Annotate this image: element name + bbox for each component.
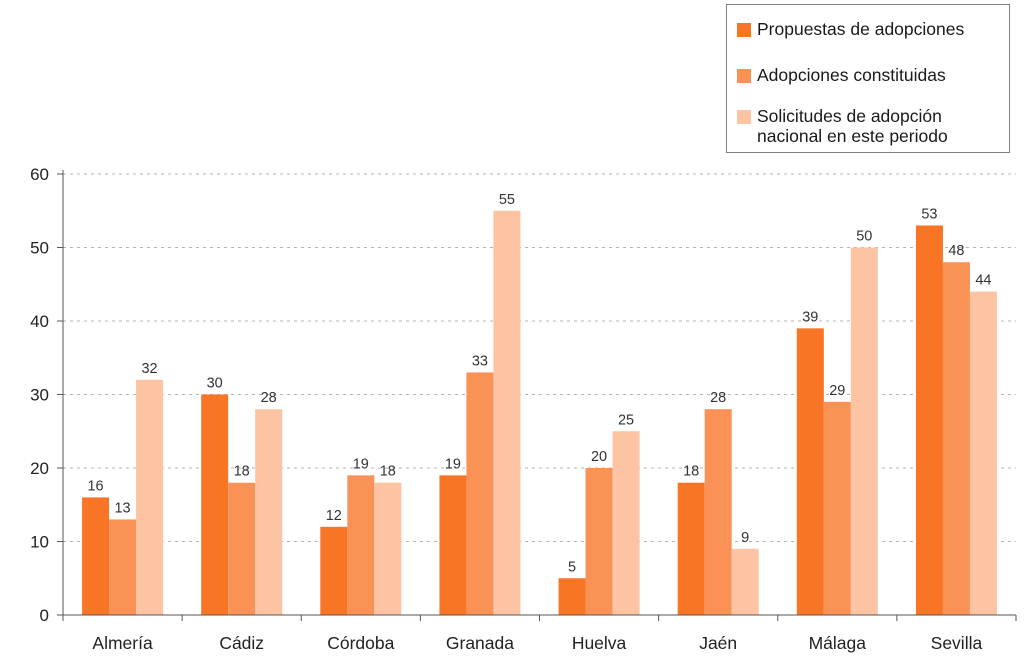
bar [850,247,878,615]
legend-swatch-propuestas [737,23,751,37]
bar [201,394,229,615]
data-label: 12 [326,508,342,524]
data-label: 53 [921,206,937,222]
data-label: 18 [234,464,250,480]
data-label: 18 [380,464,396,480]
bar [228,482,256,615]
y-tick-label: 50 [30,239,49,258]
legend-item-solicitudes: Solicitudes de adopción nacional en este… [737,106,1003,146]
y-tick-label: 0 [40,606,49,625]
legend-item-adopciones: Adopciones constituidas [737,65,1003,85]
y-tick-label: 30 [30,386,49,405]
bar [320,526,348,615]
legend-swatch-solicitudes [737,110,751,124]
legend-label-solicitudes: Solicitudes de adopción nacional en este… [757,106,948,146]
bar [558,578,586,615]
data-label: 39 [802,309,818,325]
data-label: 9 [741,530,749,546]
bar [942,262,970,615]
bar [255,409,283,615]
y-tick-label: 20 [30,459,49,478]
data-label: 19 [353,456,369,472]
chart-legend: Propuestas de adopciones Adopciones cons… [726,4,1010,153]
data-label: 19 [445,456,461,472]
bar [466,372,494,615]
bar [585,468,613,615]
data-label: 13 [114,500,130,516]
bar [136,379,164,615]
data-label: 28 [710,390,726,406]
bar [493,210,521,615]
data-label: 55 [499,192,515,208]
data-label: 44 [975,273,991,289]
x-tick-label: Huelva [572,633,627,653]
legend-label-propuestas: Propuestas de adopciones [757,19,965,39]
x-tick-label: Málaga [809,633,867,653]
bar [704,409,732,615]
data-label: 20 [591,449,607,465]
x-tick-label: Cádiz [219,633,264,653]
data-label: 30 [207,376,223,392]
data-label: 25 [618,412,634,428]
bar [439,475,467,615]
data-label: 29 [829,383,845,399]
bar [109,519,137,615]
y-tick-label: 60 [30,165,49,184]
data-label: 48 [948,243,964,259]
bar [677,482,705,615]
data-label: 5 [568,559,576,575]
data-label: 16 [87,478,103,494]
data-label: 50 [856,229,872,245]
data-label: 33 [472,353,488,369]
bar [915,225,943,615]
x-tick-label: Córdoba [327,633,394,653]
bar [796,328,824,615]
y-tick-label: 40 [30,312,49,331]
x-tick-label: Almería [92,633,153,653]
legend-label-adopciones: Adopciones constituidas [757,65,946,85]
bar [731,548,759,615]
bar [612,431,640,615]
data-label: 18 [683,464,699,480]
bar [374,482,402,615]
bar [347,475,375,615]
x-tick-label: Jaén [699,633,737,653]
legend-item-propuestas: Propuestas de adopciones [737,19,1003,39]
data-label: 28 [261,390,277,406]
y-tick-label: 10 [30,533,49,552]
bar [969,291,997,615]
bar [82,497,110,615]
data-label: 32 [141,361,157,377]
x-tick-label: Sevilla [931,633,983,653]
bar [823,401,851,615]
legend-swatch-adopciones [737,69,751,83]
x-tick-label: Granada [446,633,514,653]
